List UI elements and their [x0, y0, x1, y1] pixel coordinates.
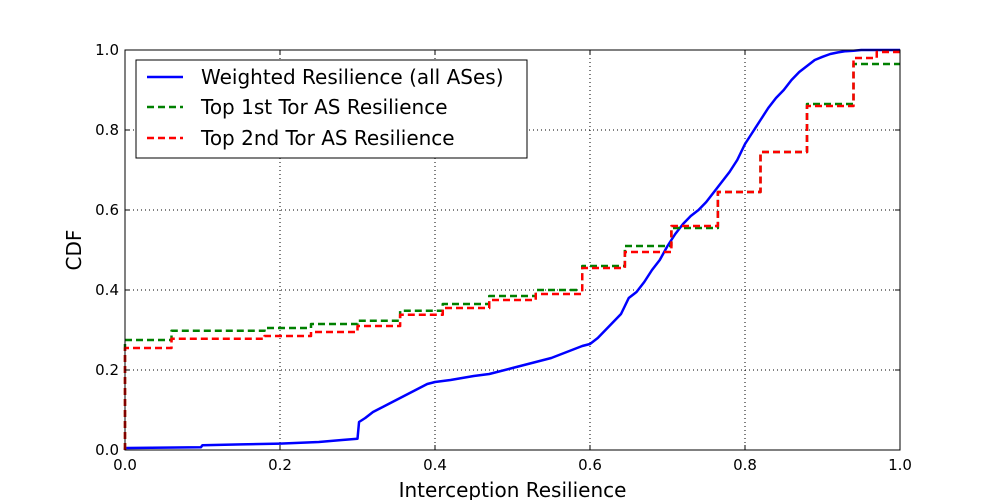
series-weighted-resilience: [123, 48, 900, 450]
y-axis-label: CDF: [62, 230, 86, 271]
x-axis-label: Interception Resilience: [399, 478, 627, 500]
y-tick-label: 1.0: [95, 41, 119, 59]
legend: Weighted Resilience (all ASes) Top 1st T…: [135, 59, 528, 159]
x-tick-label: 0.2: [268, 456, 292, 474]
x-tick-label: 0.6: [578, 456, 602, 474]
y-tick-label: 0.4: [95, 281, 119, 299]
x-tick-label: 0.0: [113, 456, 137, 474]
tick-layer: 0.0 0.2 0.4 0.6 0.8 1.0 0.0 0.2 0.4 0.6 0.8 1.0: [95, 41, 912, 474]
legend-label-top-1st: Top 1st Tor AS Resilience: [200, 95, 448, 119]
x-tick-label: 1.0: [888, 456, 912, 474]
legend-label-top-2nd: Top 2nd Tor AS Resilience: [200, 126, 455, 150]
y-tick-label: 0.0: [95, 441, 119, 459]
x-tick-label: 0.8: [733, 456, 757, 474]
y-tick-label: 0.2: [95, 361, 119, 379]
x-tick-label: 0.4: [423, 456, 447, 474]
legend-label-weighted: Weighted Resilience (all ASes): [201, 65, 504, 89]
y-tick-label: 0.8: [95, 121, 119, 139]
y-tick-label: 0.6: [95, 201, 119, 219]
series-top-2nd-tor: [123, 50, 900, 450]
plot-frame: [124, 49, 901, 451]
legend-box: [135, 59, 528, 159]
series-layer: [123, 48, 900, 450]
